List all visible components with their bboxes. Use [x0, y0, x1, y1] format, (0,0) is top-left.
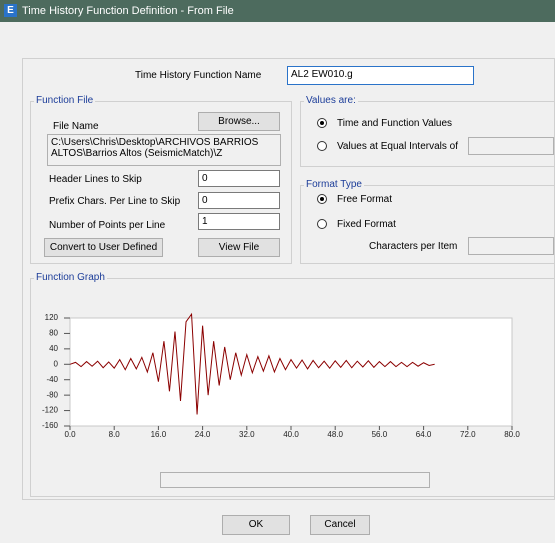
- x-tick-label: 80.0: [504, 430, 520, 439]
- radio[interactable]: [317, 194, 327, 204]
- x-tick-label: 16.0: [151, 430, 167, 439]
- title-bar: E Time History Function Definition - Fro…: [0, 0, 555, 22]
- group-caption: Function Graph: [34, 272, 107, 284]
- y-tick-label: -40: [46, 375, 58, 384]
- file-path: C:\Users\Chris\Desktop\ARCHIVOS BARRIOS …: [47, 134, 281, 166]
- points-input[interactable]: 1: [198, 213, 280, 230]
- interval-input[interactable]: [468, 137, 554, 155]
- values-are-group: [300, 101, 555, 167]
- header-lines-label: Header Lines to Skip: [49, 174, 142, 185]
- function-graph-group: [30, 278, 555, 497]
- function-file-group: [30, 101, 292, 264]
- name-input[interactable]: AL2 EW010.g: [287, 66, 474, 85]
- radio-label: Fixed Format: [337, 219, 396, 230]
- ok-button[interactable]: OK: [222, 515, 290, 535]
- radio[interactable]: [317, 141, 327, 151]
- window-title: Time History Function Definition - From …: [22, 5, 234, 17]
- file-name-label: File Name: [53, 121, 99, 132]
- y-tick-label: -80: [46, 390, 58, 399]
- header-lines-input[interactable]: 0: [198, 170, 280, 187]
- radio-label: Time and Function Values: [337, 118, 453, 129]
- cancel-button[interactable]: Cancel: [310, 515, 370, 535]
- x-tick-label: 48.0: [327, 430, 343, 439]
- prefix-label: Prefix Chars. Per Line to Skip: [49, 196, 181, 207]
- scroll-bar[interactable]: [160, 472, 430, 488]
- chars-input[interactable]: [468, 237, 554, 255]
- points-label: Number of Points per Line: [49, 220, 166, 231]
- format-type-group: [300, 185, 555, 264]
- radio[interactable]: [317, 219, 327, 229]
- y-tick-label: 40: [49, 344, 58, 353]
- y-tick-label: 0: [54, 359, 59, 368]
- x-tick-label: 0.0: [64, 430, 76, 439]
- x-tick-label: 32.0: [239, 430, 255, 439]
- app-icon: E: [4, 4, 17, 17]
- convert-button[interactable]: Convert to User Defined: [44, 238, 163, 257]
- x-tick-label: 56.0: [372, 430, 388, 439]
- chars-label: Characters per Item: [369, 241, 458, 252]
- x-tick-label: 40.0: [283, 430, 299, 439]
- browse-button[interactable]: Browse...: [198, 112, 280, 131]
- y-tick-label: -120: [42, 406, 59, 415]
- y-tick-label: -160: [42, 421, 59, 430]
- radio-label: Free Format: [337, 194, 393, 205]
- view-file-button[interactable]: View File: [198, 238, 280, 257]
- group-caption: Values are:: [304, 95, 358, 107]
- x-tick-label: 24.0: [195, 430, 211, 439]
- x-tick-label: 72.0: [460, 430, 476, 439]
- x-tick-label: 8.0: [109, 430, 121, 439]
- group-caption: Format Type: [304, 179, 364, 191]
- name-label: Time History Function Name: [135, 70, 262, 81]
- waveform: [69, 312, 435, 415]
- prefix-input[interactable]: 0: [198, 192, 280, 209]
- plot-area: [69, 317, 513, 427]
- radio[interactable]: [317, 118, 327, 128]
- radio-label: Values at Equal Intervals of: [337, 141, 458, 152]
- y-tick-label: 120: [45, 313, 59, 322]
- x-tick-label: 64.0: [416, 430, 432, 439]
- y-tick-label: 80: [49, 329, 58, 338]
- group-caption: Function File: [34, 95, 96, 107]
